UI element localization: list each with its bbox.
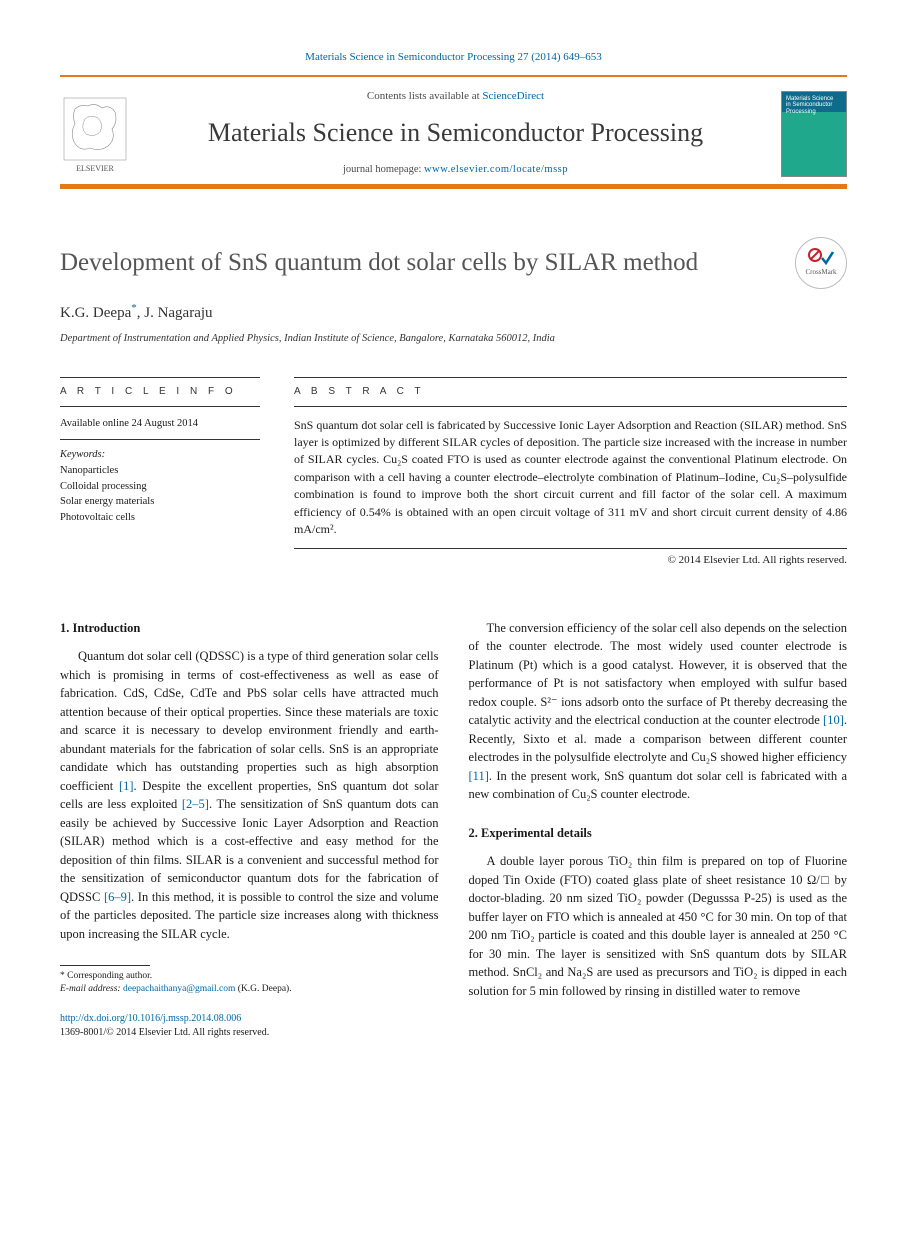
- author-email-link[interactable]: deepachaithanya@gmail.com: [123, 984, 235, 994]
- paragraph: The conversion efficiency of the solar c…: [469, 619, 848, 804]
- text-run: . The sensitization of SnS quantum dots …: [60, 797, 439, 904]
- email-suffix: (K.G. Deepa).: [235, 984, 291, 994]
- author-2: J. Nagaraju: [144, 305, 212, 321]
- affiliation: Department of Instrumentation and Applie…: [60, 332, 847, 347]
- corresponding-author-note: * Corresponding author.: [60, 970, 439, 982]
- keyword: Nanoparticles: [60, 463, 260, 479]
- article-title: Development of SnS quantum dot solar cel…: [60, 245, 698, 280]
- author-1: K.G. Deepa: [60, 305, 131, 321]
- body-columns: 1. Introduction Quantum dot solar cell (…: [60, 619, 847, 1001]
- svg-text:ELSEVIER: ELSEVIER: [76, 164, 114, 173]
- keywords-label: Keywords:: [60, 448, 260, 463]
- column-left: 1. Introduction Quantum dot solar cell (…: [60, 619, 439, 1001]
- keywords-list: Nanoparticles Colloidal processing Solar…: [60, 463, 260, 526]
- ref-link[interactable]: [2–5]: [182, 797, 209, 811]
- text-run: . In the present work, SnS quantum dot s…: [469, 769, 848, 802]
- abstract-block: A B S T R A C T SnS quantum dot solar ce…: [294, 377, 847, 569]
- contents-prefix: Contents lists available at: [367, 90, 482, 102]
- issn-copyright: 1369-8001/© 2014 Elsevier Ltd. All right…: [60, 1027, 269, 1038]
- abstract-copyright: © 2014 Elsevier Ltd. All rights reserved…: [294, 553, 847, 568]
- journal-title: Materials Science in Semiconductor Proce…: [140, 115, 771, 151]
- section-2-heading: 2. Experimental details: [469, 824, 848, 843]
- column-right: The conversion efficiency of the solar c…: [469, 619, 848, 1001]
- ref-link[interactable]: [6–9]: [104, 890, 131, 904]
- homepage-link[interactable]: www.elsevier.com/locate/mssp: [424, 164, 568, 175]
- paragraph: A double layer porous TiO₂ thin film is …: [469, 852, 848, 1000]
- crossmark-badge[interactable]: CrossMark: [795, 237, 847, 289]
- journal-homepage: journal homepage: www.elsevier.com/locat…: [140, 163, 771, 178]
- text-run: The conversion efficiency of the solar c…: [469, 621, 848, 728]
- page-footer: http://dx.doi.org/10.1016/j.mssp.2014.08…: [60, 1012, 847, 1040]
- abstract-label: A B S T R A C T: [294, 377, 847, 407]
- authors: K.G. Deepa*, J. Nagaraju: [60, 303, 847, 324]
- available-online: Available online 24 August 2014: [60, 417, 260, 441]
- ref-link[interactable]: [11]: [469, 769, 489, 783]
- text-run: Quantum dot solar cell (QDSSC) is a type…: [60, 649, 439, 793]
- email-label: E-mail address:: [60, 984, 123, 994]
- footnote-rule: [60, 965, 150, 966]
- crossmark-icon: [808, 248, 834, 268]
- paragraph: Quantum dot solar cell (QDSSC) is a type…: [60, 647, 439, 943]
- keyword: Solar energy materials: [60, 494, 260, 510]
- keyword: Photovoltaic cells: [60, 510, 260, 526]
- article-info-block: A R T I C L E I N F O Available online 2…: [60, 377, 260, 569]
- elsevier-logo: ELSEVIER: [60, 94, 130, 174]
- citation: Materials Science in Semiconductor Proce…: [60, 50, 847, 65]
- journal-header: ELSEVIER Contents lists available at Sci…: [60, 75, 847, 188]
- abstract-text: SnS quantum dot solar cell is fabricated…: [294, 417, 847, 550]
- ref-link[interactable]: [1]: [119, 779, 134, 793]
- homepage-prefix: journal homepage:: [343, 164, 424, 175]
- contents-list-line: Contents lists available at ScienceDirec…: [140, 89, 771, 104]
- sciencedirect-link[interactable]: ScienceDirect: [482, 90, 544, 102]
- email-line: E-mail address: deepachaithanya@gmail.co…: [60, 983, 439, 995]
- article-info-label: A R T I C L E I N F O: [60, 377, 260, 407]
- section-1-heading: 1. Introduction: [60, 619, 439, 638]
- crossmark-label: CrossMark: [805, 268, 836, 278]
- journal-cover-thumbnail: [781, 91, 847, 177]
- keyword: Colloidal processing: [60, 479, 260, 495]
- doi-link[interactable]: http://dx.doi.org/10.1016/j.mssp.2014.08…: [60, 1013, 241, 1024]
- ref-link[interactable]: [10]: [823, 713, 844, 727]
